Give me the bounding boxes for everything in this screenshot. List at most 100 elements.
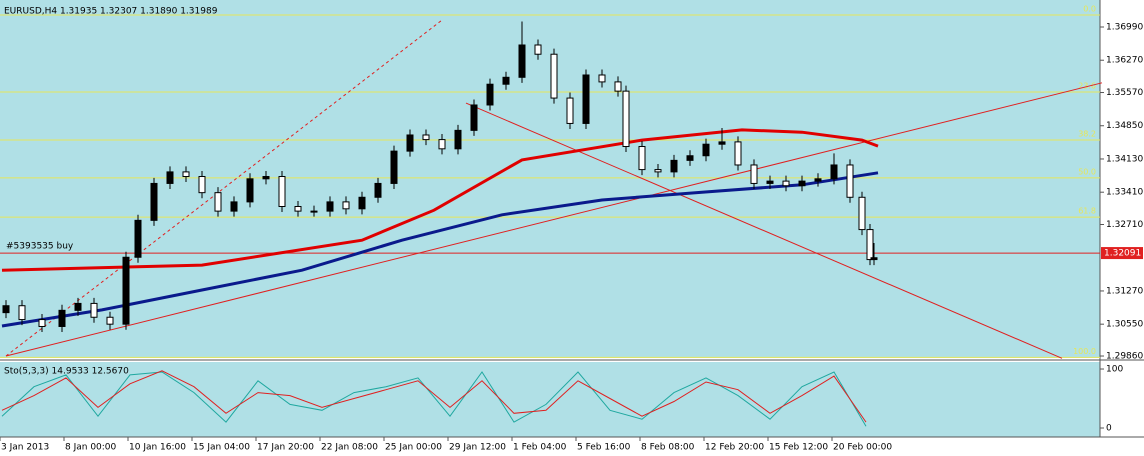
candle-body bbox=[846, 164, 854, 198]
moving-average bbox=[1, 128, 879, 272]
candle-body bbox=[134, 219, 142, 258]
candle-body bbox=[582, 74, 590, 124]
candle-body bbox=[262, 176, 270, 180]
candle-body bbox=[686, 155, 694, 161]
x-tick-label: 8 Feb 08:00 bbox=[641, 443, 695, 453]
candle-body bbox=[670, 159, 678, 173]
fibo-label: 50.0 bbox=[1078, 167, 1096, 176]
candle-body bbox=[470, 104, 478, 131]
oscillator-title: Sto(5,3,3) 14.9533 12.5670 bbox=[4, 367, 129, 377]
candle-body bbox=[598, 74, 606, 83]
candle-body bbox=[214, 192, 222, 212]
candle-body bbox=[718, 141, 726, 145]
x-tick-label: 1 Feb 04:00 bbox=[513, 443, 567, 453]
oscillator-line bbox=[1, 371, 867, 427]
y-tick-label: 1.36270 bbox=[1106, 56, 1143, 66]
candle-body bbox=[870, 257, 878, 261]
y-tick-label: 1.35570 bbox=[1106, 88, 1143, 98]
x-tick-label: 3 Jan 2013 bbox=[1, 443, 49, 453]
candle-body bbox=[166, 171, 174, 184]
candle-body bbox=[566, 97, 574, 124]
x-tick-label: 25 Jan 00:00 bbox=[385, 443, 442, 453]
candle-body bbox=[654, 169, 662, 173]
candle-body bbox=[230, 201, 238, 212]
oscillator-panel bbox=[0, 362, 1100, 437]
candle-body bbox=[750, 164, 758, 184]
candle-body bbox=[106, 316, 114, 325]
candle-body bbox=[518, 44, 526, 78]
candle-body bbox=[858, 196, 866, 231]
candle-body bbox=[310, 210, 318, 213]
candle-body bbox=[798, 180, 806, 187]
price-tag-label: 1.32091 bbox=[1104, 249, 1141, 259]
candle-body bbox=[294, 206, 302, 212]
candle-body bbox=[782, 180, 790, 187]
candle-body bbox=[638, 146, 646, 171]
y-tick-label: 1.31270 bbox=[1106, 286, 1143, 296]
y-tick-label: 1.34850 bbox=[1106, 121, 1143, 131]
candle-body bbox=[622, 90, 630, 148]
x-tick-label: 5 Feb 16:00 bbox=[577, 443, 631, 453]
candle-body bbox=[866, 229, 874, 261]
candle-body bbox=[38, 319, 46, 327]
candle-body bbox=[454, 129, 462, 150]
candle-body bbox=[734, 141, 742, 166]
chart-title: EURUSD,H4 1.31935 1.32307 1.31890 1.3198… bbox=[4, 7, 218, 17]
price-tag bbox=[1101, 247, 1143, 260]
fibo-label: 0.0 bbox=[1083, 4, 1096, 13]
fibo-label: 100.0 bbox=[1073, 347, 1096, 356]
trendline bbox=[5, 19, 443, 357]
y-tick-label: 1.29860 bbox=[1106, 352, 1143, 362]
trendline bbox=[465, 102, 1063, 359]
candle-body bbox=[438, 139, 446, 150]
candle-body bbox=[550, 53, 558, 99]
fibo-label: 38.2 bbox=[1078, 130, 1096, 139]
candle-body bbox=[74, 302, 82, 311]
y-tick-label: 1.33410 bbox=[1106, 188, 1143, 198]
x-tick-label: 29 Jan 12:00 bbox=[449, 443, 506, 453]
candle-body bbox=[246, 178, 254, 203]
candle-body bbox=[342, 201, 350, 210]
order-label: #5393535 buy bbox=[6, 242, 74, 252]
candle-body bbox=[814, 178, 822, 182]
oscillator-plot bbox=[1, 370, 867, 427]
candle-body bbox=[830, 164, 838, 180]
fibo-label: 61.8 bbox=[1078, 207, 1096, 216]
candle-body bbox=[182, 171, 190, 178]
candle-body bbox=[766, 180, 774, 184]
candle-body bbox=[502, 76, 510, 85]
candle-body bbox=[122, 256, 130, 325]
x-tick-label: 10 Jan 16:00 bbox=[129, 443, 186, 453]
x-tick-label: 12 Feb 20:00 bbox=[705, 443, 764, 453]
x-tick-label: 15 Feb 12:00 bbox=[769, 443, 828, 453]
candle-body bbox=[58, 309, 66, 327]
price-panel bbox=[0, 0, 1100, 358]
y-tick-label: 1.34130 bbox=[1106, 154, 1143, 164]
y-tick-label: 0 bbox=[1106, 424, 1112, 434]
candle-body bbox=[150, 182, 158, 221]
y-tick-label: 1.36990 bbox=[1106, 22, 1143, 32]
candle-body bbox=[18, 305, 26, 321]
x-tick-label: 15 Jan 04:00 bbox=[193, 443, 250, 453]
candle-body bbox=[326, 201, 334, 212]
x-tick-label: 8 Jan 00:00 bbox=[65, 443, 117, 453]
x-tick-label: 22 Jan 08:00 bbox=[321, 443, 378, 453]
candle-body bbox=[422, 134, 430, 141]
candle-body bbox=[486, 83, 494, 106]
candle-body bbox=[374, 182, 382, 198]
trendline bbox=[5, 82, 1103, 357]
candle-body bbox=[198, 176, 206, 194]
candle-body bbox=[406, 134, 414, 152]
candle-body bbox=[614, 81, 622, 92]
x-tick-label: 20 Feb 00:00 bbox=[833, 443, 892, 453]
x-tick-label: 17 Jan 20:00 bbox=[257, 443, 314, 453]
candle-body bbox=[702, 143, 710, 157]
oscillator-line bbox=[1, 370, 867, 423]
moving-average bbox=[1, 171, 879, 328]
candle-body bbox=[534, 44, 542, 55]
candle-body bbox=[358, 196, 366, 210]
y-tick-label: 1.30550 bbox=[1106, 320, 1143, 330]
y-tick-label: 100 bbox=[1106, 365, 1123, 375]
